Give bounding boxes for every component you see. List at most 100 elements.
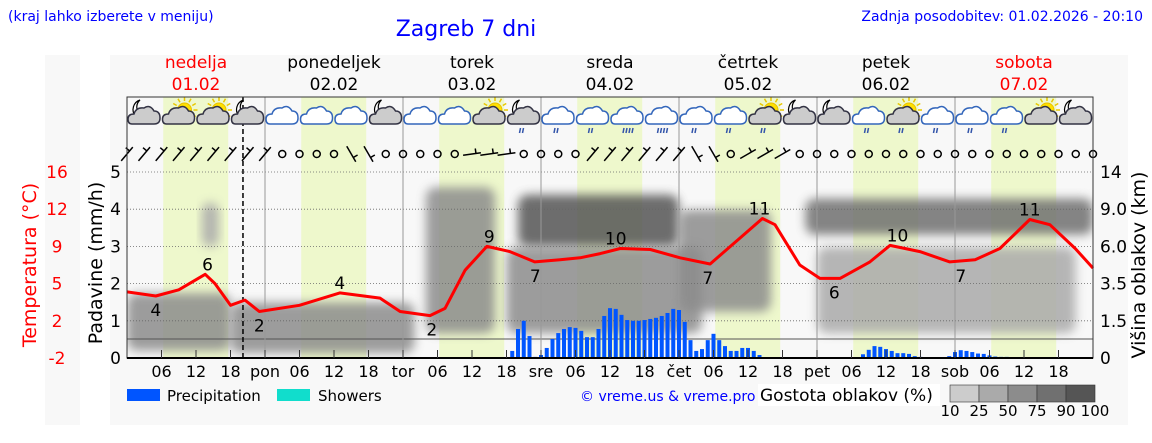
cloud — [817, 105, 851, 125]
wind-shaft — [241, 146, 255, 162]
wind-barb-icon — [774, 147, 791, 160]
rain-drop — [625, 127, 628, 134]
temperature-label: 4 — [334, 274, 345, 294]
x-tick-label: 18 — [910, 362, 930, 381]
precipitation-bar — [544, 347, 549, 358]
precipitation-bar — [527, 336, 532, 358]
day-date: 05.02 — [724, 75, 773, 95]
rain-drop — [590, 127, 594, 134]
cloud-density — [127, 187, 1093, 354]
wind-shaft — [603, 146, 617, 162]
precipitation-bar — [740, 347, 745, 358]
cloud — [713, 105, 748, 125]
wind-barb-icon — [603, 146, 617, 162]
x-tick-label: 06 — [841, 362, 861, 381]
cloud — [644, 105, 679, 125]
precipitation-bar — [895, 353, 900, 358]
sun-ray — [1035, 102, 1040, 107]
cloud — [265, 105, 299, 125]
x-tick-label: 06 — [289, 362, 309, 381]
wind-barb-icon — [346, 145, 358, 163]
calm-wind-icon — [450, 149, 459, 159]
wind-feather — [509, 148, 512, 154]
x-tick-label: 12 — [1014, 362, 1034, 381]
day-name: sreda — [586, 53, 633, 73]
temperature-axis-label: Temperatura (°C) — [19, 183, 41, 348]
left-panel — [45, 55, 80, 425]
sun-ray — [498, 98, 503, 103]
wind-barb-icon — [620, 146, 634, 162]
sun-ray — [901, 98, 906, 103]
rain-drop — [967, 127, 970, 134]
wind-feather — [625, 147, 631, 152]
x-tick-label: 12 — [600, 362, 620, 381]
cloud-legend-title: Gostota oblakov (%) — [760, 386, 933, 406]
moon-cloud-icon — [127, 99, 161, 125]
temperature-tick: 16 — [46, 163, 68, 183]
sun-ray — [1039, 98, 1044, 103]
x-tick-label: tor — [392, 362, 415, 381]
x-tick-label: 12 — [876, 362, 896, 381]
cloud — [299, 105, 334, 125]
calm-wind-icon — [985, 149, 994, 159]
precipitation-bar — [550, 339, 555, 358]
wind-barb-icon — [586, 146, 600, 162]
temperature-series: 4 6 2 4 2 9 7 10 7 11 6 10 7 11 — [126, 200, 1095, 341]
sun-ray — [191, 102, 197, 107]
credit-link[interactable]: © vreme.us & vreme.pro — [580, 389, 755, 405]
wind-barb-icon — [497, 148, 516, 156]
sun-ray — [1054, 102, 1059, 107]
day-date: 04.02 — [586, 75, 635, 95]
moon-cloud-icon — [782, 99, 817, 125]
rain-drop — [662, 127, 666, 134]
wind-shaft — [691, 145, 702, 163]
wind-feather — [765, 147, 770, 153]
temperature-tick: 12 — [46, 200, 68, 220]
x-tick-label: 12 — [186, 362, 206, 381]
cloud-height-tick: 9.0 — [1100, 200, 1127, 220]
sun-ray — [778, 102, 783, 107]
legend: Precipitation Showers © vreme.us & vreme… — [127, 384, 1109, 420]
last-updated: Zadnja posodobitev: 01.02.2026 - 20:10 — [861, 9, 1143, 25]
temperature-label: 7 — [530, 267, 541, 287]
temperature-label: 7 — [955, 267, 966, 287]
day-name: sobota — [995, 53, 1053, 73]
x-tick-label: 06 — [427, 362, 447, 381]
cloud-rain-icon — [541, 105, 575, 134]
wind-feather — [370, 154, 376, 159]
wind-barb-icon — [206, 146, 220, 162]
wind-shaft — [155, 146, 168, 162]
rain-drop — [763, 127, 766, 134]
precipitation-bar — [521, 320, 526, 358]
cloud-legend-swatch — [1036, 384, 1067, 403]
wind-shaft — [480, 152, 499, 156]
cloud-height-tick: 1.5 — [1100, 312, 1127, 332]
wind-feather — [491, 148, 494, 154]
rain-drop — [659, 127, 663, 134]
wind-barb-icon — [462, 148, 482, 156]
cloud-legend-title-bg — [758, 384, 940, 406]
cloud — [437, 105, 472, 125]
wind-shaft — [757, 148, 774, 160]
precip-tick: 0 — [110, 349, 121, 369]
precipitation-bar — [901, 353, 906, 358]
rain-drop — [760, 127, 763, 134]
calm-wind-icon — [433, 149, 442, 159]
cloud-heavy-rain-icon — [610, 105, 644, 134]
calm-wind-icon — [295, 149, 304, 159]
precipitation-bar — [728, 350, 733, 358]
x-tick-label: 18 — [220, 362, 240, 381]
rain-drop — [631, 127, 634, 134]
x-tick-label: 06 — [565, 362, 585, 381]
wind-feather — [159, 147, 165, 152]
wind-shaft — [137, 146, 151, 162]
precipitation-bar — [619, 314, 624, 358]
precipitation-bar — [625, 320, 630, 358]
cloud-height-tick: 14 — [1100, 163, 1122, 183]
sun-ray — [912, 98, 917, 103]
wind-barb-icon — [224, 146, 237, 162]
wind-shaft — [497, 152, 516, 156]
rain-drop — [863, 127, 867, 134]
cloud-region — [127, 293, 231, 351]
cloud — [1058, 105, 1093, 125]
